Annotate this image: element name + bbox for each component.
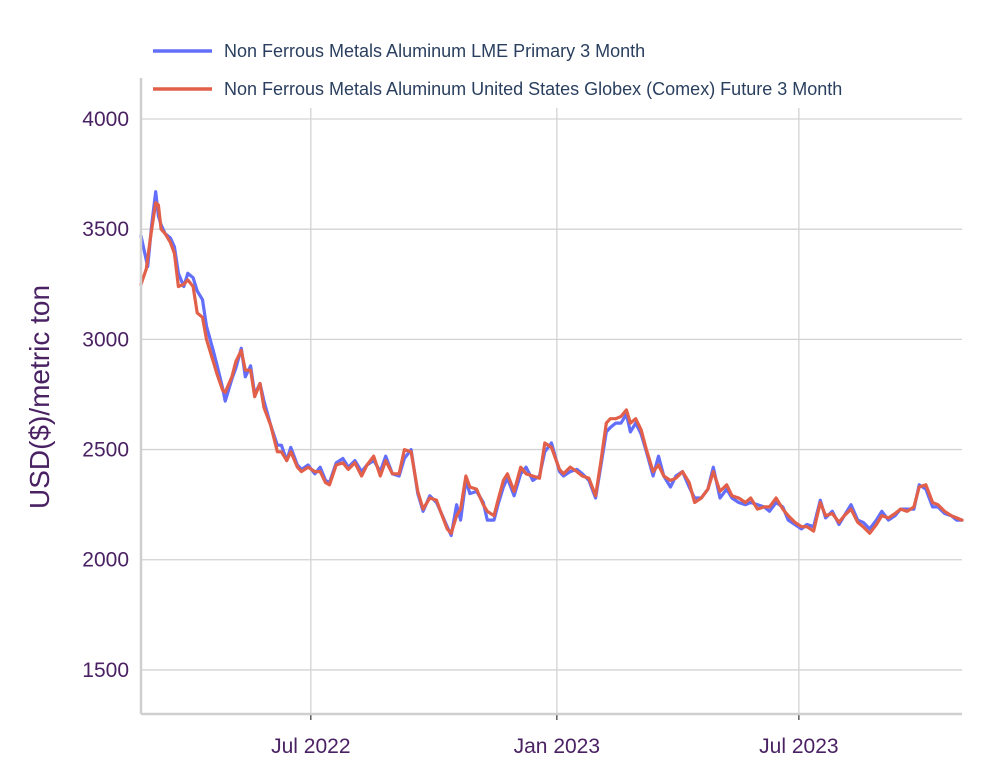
y-tick-label: 2500 [82,439,129,462]
x-tick-label: Jan 2023 [514,735,600,758]
y-tick-label: 4000 [82,108,129,131]
x-tick-label: Jul 2022 [271,735,350,758]
series-line-1 [139,190,964,538]
axes: 1500 2000 2500 3000 3500 4000 Jul 2022 Jan 2023… [82,78,962,758]
series-lines [139,190,964,538]
y-axis-title: USD($)/metric ton [24,285,55,509]
y-tick-label: 1500 [82,659,129,682]
y-tick-label: 2000 [82,549,129,572]
legend-label-2: Non Ferrous Metals Aluminum United State… [224,79,842,99]
legend: Non Ferrous Metals Aluminum LME Primary … [153,41,842,99]
y-tick-label: 3500 [82,218,129,241]
x-tick-label: Jul 2023 [759,735,838,758]
legend-label-1: Non Ferrous Metals Aluminum LME Primary … [224,41,645,61]
y-tick-label: 3000 [82,328,129,351]
series-line-2 [139,201,964,535]
